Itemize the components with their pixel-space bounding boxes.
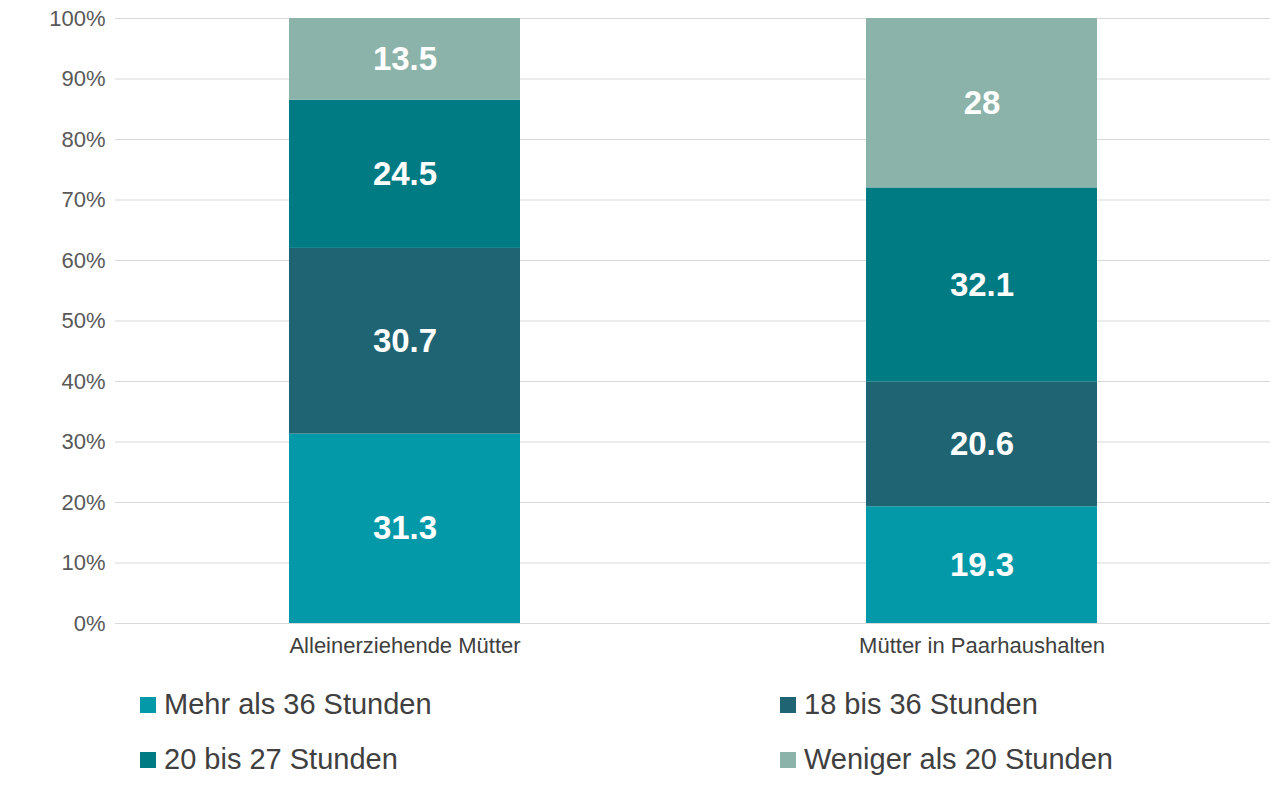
html-text:20 bis 27 Stunden: 20 bis 27 Stunden — [164, 743, 398, 775]
svg-text:60%: 60% — [61, 248, 105, 273]
svg-text:90%: 90% — [61, 66, 105, 91]
svg-text:50%: 50% — [61, 308, 105, 333]
svg-text:30.7: 30.7 — [373, 322, 437, 359]
svg-text:13.5: 13.5 — [373, 40, 437, 77]
svg-text:100%: 100% — [49, 6, 105, 31]
svg-text:31.3: 31.3 — [373, 509, 437, 546]
svg-text:24.5: 24.5 — [373, 155, 437, 192]
svg-text:Alleinerziehende Mütter: Alleinerziehende Mütter — [289, 633, 520, 658]
svg-text:28: 28 — [964, 84, 1001, 121]
svg-text:32.1: 32.1 — [950, 266, 1014, 303]
svg-text:30%: 30% — [61, 429, 105, 454]
svg-text:80%: 80% — [61, 127, 105, 152]
svg-text:20.6: 20.6 — [950, 425, 1014, 462]
html-text:18 bis 36 Stunden: 18 bis 36 Stunden — [804, 688, 1038, 720]
svg-text:19.3: 19.3 — [950, 546, 1014, 583]
html-text:Mehr als 36 Stunden: Mehr als 36 Stunden — [164, 688, 432, 720]
svg-text:70%: 70% — [61, 187, 105, 212]
svg-text:20%: 20% — [61, 490, 105, 515]
svg-text:0%: 0% — [74, 611, 106, 636]
html-text:Weniger als 20 Stunden: Weniger als 20 Stunden — [804, 743, 1113, 775]
svg-text:10%: 10% — [61, 550, 105, 575]
svg-text:Mütter in Paarhaushalten: Mütter in Paarhaushalten — [859, 633, 1105, 658]
svg-text:40%: 40% — [61, 369, 105, 394]
